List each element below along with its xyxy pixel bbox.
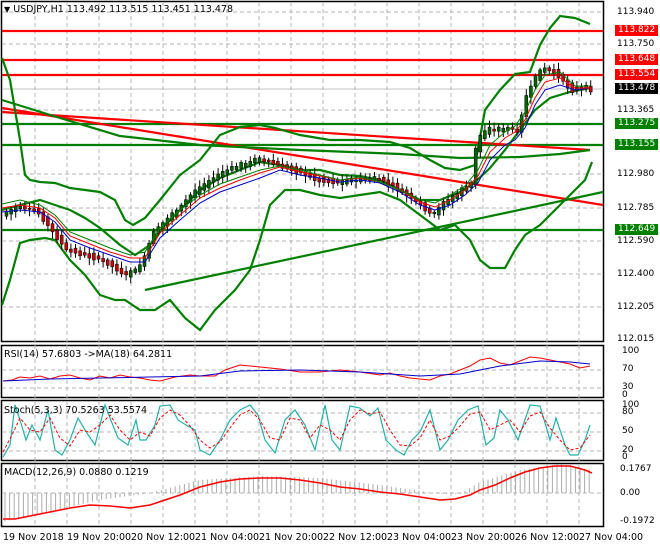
rsi-tick: 100: [622, 346, 640, 356]
support-level-box: 113.155: [615, 139, 658, 150]
chart-header: ▼ USDJPY,H1 113.492 113.515 113.451 113.…: [4, 4, 233, 15]
macd-tick: 0.00: [620, 488, 641, 498]
time-label: 22 Nov 12:00: [323, 532, 388, 543]
stoch-label: Stoch(5,3,3) 70.5263 53.5574: [4, 405, 148, 416]
time-label: 27 Nov 04:00: [579, 532, 644, 543]
resistance-level-box: 113.554: [615, 69, 658, 80]
macd-label: MACD(12,26,9) 0.0880 0.1219: [4, 467, 149, 478]
time-label: 21 Nov 20:00: [259, 532, 324, 543]
resistance-level-box: 113.822: [615, 25, 658, 36]
symbol-label: USDJPY,H1: [13, 4, 64, 15]
macd-tick: 0.1767: [620, 464, 652, 474]
stoch-tick: 100: [622, 400, 640, 410]
time-label: 23 Nov 20:00: [451, 532, 516, 543]
price-tick: 112.205: [617, 302, 655, 312]
time-label: 20 Nov 12:00: [131, 532, 196, 543]
rsi-tick: 0: [622, 390, 628, 400]
support-level-box: 113.275: [615, 118, 658, 129]
price-tick: 113.940: [617, 7, 655, 17]
support-level-box: 112.649: [615, 224, 658, 235]
price-tick: 112.785: [617, 203, 655, 213]
time-label: 26 Nov 12:00: [515, 532, 580, 543]
time-label: 19 Nov 20:00: [67, 532, 132, 543]
stoch-tick: 50: [622, 426, 634, 436]
rsi-tick: 70: [622, 364, 634, 374]
price-tick: 113.365: [617, 105, 655, 115]
rsi-tick: 30: [622, 382, 634, 392]
price-tick: 112.980: [617, 169, 655, 179]
current-price-box: 113.478: [615, 83, 658, 94]
dropdown-triangle-icon[interactable]: ▼: [4, 5, 11, 14]
price-tick: 113.750: [617, 39, 655, 49]
ohlc-values: 113.492 113.515 113.451 113.478: [66, 4, 234, 15]
stoch-tick: 80: [622, 407, 634, 417]
price-tick: 112.015: [617, 334, 655, 344]
stoch-tick: 20: [622, 445, 634, 455]
time-label: 21 Nov 04:00: [195, 532, 260, 543]
rsi-label: RSI(14) 57.6803 ->MA(18) 64.2811: [4, 349, 173, 360]
price-tick: 112.400: [617, 269, 655, 279]
macd-tick: -0.1972: [620, 516, 655, 526]
resistance-level-box: 113.648: [615, 54, 658, 65]
time-label: 19 Nov 2018: [3, 532, 64, 543]
price-tick: 112.590: [617, 236, 655, 246]
time-label: 23 Nov 04:00: [387, 532, 452, 543]
stoch-tick: 0: [622, 452, 628, 462]
